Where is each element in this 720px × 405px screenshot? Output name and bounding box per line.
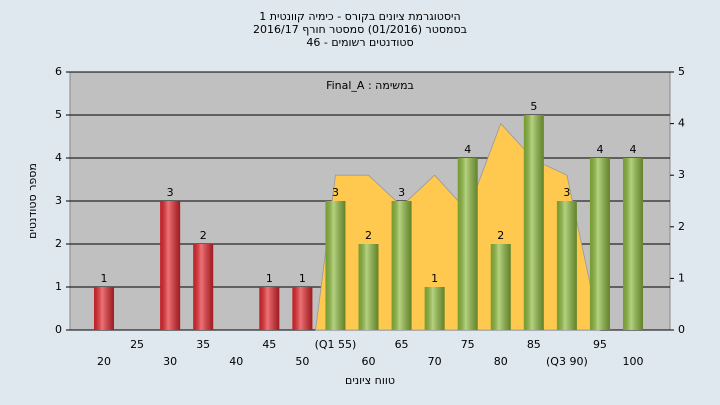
x-axis-title: טווח ציונים: [345, 374, 395, 387]
y2-tick-label: 4: [678, 117, 685, 130]
bar-shade: [94, 287, 114, 330]
data-label: 4: [464, 143, 471, 156]
data-label: 4: [630, 143, 637, 156]
x-tick-label: 65: [395, 338, 409, 351]
data-label: 1: [266, 272, 273, 285]
x-tick-label: 45: [262, 338, 276, 351]
bar-shade: [556, 201, 577, 330]
data-label: 1: [299, 272, 306, 285]
x-tick-label: 70: [428, 355, 442, 368]
data-label: 4: [596, 143, 603, 156]
x-tick-label: 80: [494, 355, 508, 368]
y2-tick-label: 0: [678, 323, 685, 336]
chart-subtitle: 46 - סטודנטים רשומים: [306, 36, 413, 49]
x-tick-label: 60: [362, 355, 376, 368]
y-tick-label: 0: [55, 323, 62, 336]
x-tick-label: 50: [295, 355, 309, 368]
bar-shade: [358, 244, 379, 330]
annotation: Final_A : במשימה: [326, 79, 414, 92]
x-tick-label: 30: [163, 355, 177, 368]
x-tick-label: 75: [461, 338, 475, 351]
x-tick-label: 100: [623, 355, 644, 368]
x-tick-label: 40: [229, 355, 243, 368]
data-label: 3: [563, 186, 570, 199]
chart-subtitle: בסמסטר (01/2016) סמסטר חורף 2016/17: [253, 23, 467, 36]
bar-shade: [160, 201, 181, 330]
x-tick-label: 95: [593, 338, 607, 351]
x-tick-label: 85: [527, 338, 541, 351]
y2-tick-label: 1: [678, 271, 685, 284]
bar-shade: [523, 115, 544, 330]
y2-tick-label: 2: [678, 220, 685, 233]
bar-shade: [589, 158, 610, 330]
y2-tick-label: 3: [678, 168, 685, 181]
data-label: 2: [497, 229, 504, 242]
data-label: 2: [365, 229, 372, 242]
y-tick-label: 3: [55, 194, 62, 207]
data-label: 3: [332, 186, 339, 199]
data-label: 3: [398, 186, 405, 199]
y-tick-label: 2: [55, 237, 62, 250]
bar-shade: [292, 287, 313, 330]
bar-shade: [325, 201, 346, 330]
bar-shade: [391, 201, 412, 330]
data-label: 1: [431, 272, 438, 285]
bar-shade: [623, 158, 643, 330]
chart-title: היסטוגרמת ציונים בקורס - כימיה קוונטית 1: [259, 10, 460, 23]
data-label: 5: [530, 100, 537, 113]
bar-shade: [193, 244, 214, 330]
y-axis-title: מספר סטודנטים: [26, 163, 39, 239]
bar-shade: [259, 287, 280, 330]
x-tick-label: (Q1 55): [315, 338, 357, 351]
x-tick-label: 20: [97, 355, 111, 368]
bar-shade: [490, 244, 511, 330]
x-tick-label: (Q3 90): [546, 355, 588, 368]
data-label: 2: [200, 229, 207, 242]
data-label: 1: [101, 272, 108, 285]
y-tick-label: 1: [55, 280, 62, 293]
y-tick-label: 6: [55, 65, 62, 78]
data-label: 3: [167, 186, 174, 199]
y-tick-label: 5: [55, 108, 62, 121]
x-tick-label: 25: [130, 338, 144, 351]
bar-shade: [424, 287, 445, 330]
x-tick-label: 35: [196, 338, 210, 351]
bar-shade: [457, 158, 478, 330]
y2-tick-label: 5: [678, 65, 685, 78]
y-tick-label: 4: [55, 151, 62, 164]
